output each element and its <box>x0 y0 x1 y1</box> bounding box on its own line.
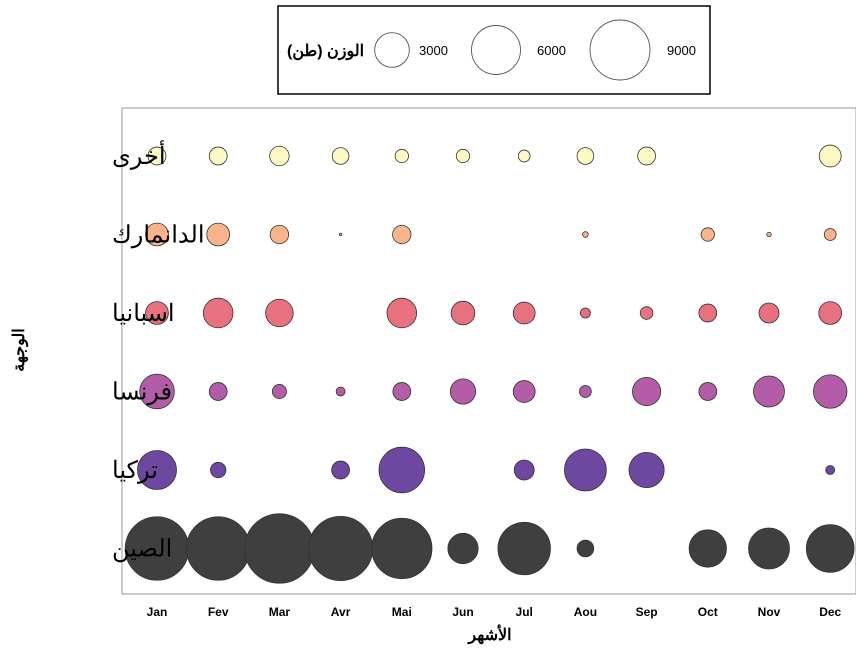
bubble-fev-row4 <box>210 461 227 479</box>
bubble-aou-row4 <box>564 448 607 492</box>
bubble-sep-row2 <box>639 306 654 320</box>
x-tick-label-mar: Mar <box>269 605 291 619</box>
x-tick-label-nov: Nov <box>758 605 781 619</box>
bubble-dec-row2 <box>818 301 843 325</box>
x-tick-label-sep: Sep <box>636 605 658 619</box>
bubble-oct-row3 <box>698 382 718 401</box>
legend-box <box>277 5 711 95</box>
bubble-oct-row1 <box>700 227 715 242</box>
bubble-jan-row4 <box>137 450 177 490</box>
x-tick-label-avr: Avr <box>331 605 351 619</box>
y-axis-label: الوجهة <box>11 328 29 371</box>
bubble-jan-row0 <box>147 146 167 166</box>
bubble-oct-row2 <box>698 303 718 323</box>
bubble-jul-row5 <box>497 521 551 576</box>
x-tick-label-mai: Mai <box>392 605 412 619</box>
bubble-aou-row5 <box>576 539 595 558</box>
bubble-layer <box>124 144 855 584</box>
y-tick-label: فرنسا <box>112 379 172 406</box>
bubble-mar-row1 <box>269 224 290 245</box>
plot-panel <box>121 107 856 595</box>
bubble-mai-row5 <box>371 517 433 580</box>
bubble-dec-row1 <box>823 228 837 241</box>
bubble-aou-row0 <box>576 147 595 165</box>
bubble-nov-row1 <box>766 231 772 238</box>
legend-circle-6000 <box>471 25 521 75</box>
y-tick-label: الصين <box>112 536 172 563</box>
legend-title: الوزن (طن) <box>287 43 364 61</box>
bubble-dec-row5 <box>805 524 855 573</box>
bubble-sep-row3 <box>632 376 662 407</box>
legend-label-6000: 6000 <box>537 43 566 58</box>
legend-label-3000: 3000 <box>419 43 448 58</box>
bubble-mai-row2 <box>386 297 418 329</box>
bubble-fev-row3 <box>208 382 228 401</box>
bubble-aou-row2 <box>580 307 591 319</box>
bubble-fev-row1 <box>206 222 231 247</box>
bubble-avr-row4 <box>331 460 350 480</box>
y-tick-label: أخرى <box>112 139 166 170</box>
x-tick-label-oct: Oct <box>698 605 718 619</box>
y-tick-labels: أخرى الدانمارك اسبانيا فرنسا تركيا الصين <box>112 139 204 563</box>
bubble-sep-row4 <box>628 451 665 489</box>
x-tick-label-fev: Fev <box>208 605 229 619</box>
bubble-jan-row3 <box>139 373 175 410</box>
bubble-jan-row2 <box>145 301 169 325</box>
y-tick-label: اسبانيا <box>112 300 175 327</box>
x-tick-label-jan: Jan <box>147 605 168 619</box>
bubble-nov-row2 <box>758 302 780 324</box>
x-tick-label-jun: Jun <box>452 605 473 619</box>
bubble-mar-row2 <box>265 298 294 328</box>
bubble-fev-row0 <box>208 146 228 166</box>
bubble-mar-row3 <box>271 384 287 399</box>
y-tick-label: الدانمارك <box>112 222 204 249</box>
bubble-aou-row3 <box>579 385 592 398</box>
bubble-avr-row1 <box>338 232 343 237</box>
x-axis-label: الأشهر <box>467 624 511 645</box>
bubble-jul-row2 <box>512 301 536 325</box>
y-tick-label: تركيا <box>112 457 158 484</box>
legend-circle-3000 <box>374 32 410 68</box>
bubble-oct-row5 <box>688 529 727 568</box>
bubble-dec-row4 <box>825 465 836 475</box>
bubble-jun-row2 <box>450 300 476 326</box>
bubble-jun-row0 <box>455 148 471 164</box>
legend-label-9000: 9000 <box>667 43 696 58</box>
bubble-dec-row3 <box>813 374 848 409</box>
x-tick-label-aou: Aou <box>574 605 597 619</box>
bubble-nov-row3 <box>753 375 785 408</box>
bubble-mai-row1 <box>392 224 412 245</box>
bubble-avr-row0 <box>331 147 350 165</box>
bubble-avr-row5 <box>308 516 374 581</box>
bubble-mar-row5 <box>244 513 315 584</box>
bubble-mar-row0 <box>269 145 290 167</box>
bubble-dec-row0 <box>818 144 842 168</box>
bubble-jan-row1 <box>145 222 169 247</box>
size-legend: الوزن (طن) 3000 6000 9000 <box>277 5 711 95</box>
bubble-jun-row3 <box>449 378 477 405</box>
bubble-fev-row5 <box>186 516 251 581</box>
bubble-mai-row0 <box>394 148 409 164</box>
x-tick-labels: Jan Fev Mar Avr Mai Jun Jul Aou Sep Oct Nov Dec <box>147 605 842 619</box>
bubble-mai-row4 <box>378 446 426 494</box>
x-tick-label-jul: Jul <box>516 605 533 619</box>
bubble-nov-row5 <box>748 527 790 570</box>
bubble-jul-row0 <box>517 149 531 163</box>
legend-circle-9000 <box>589 19 651 81</box>
bubble-fev-row2 <box>202 297 234 329</box>
bubble-mai-row3 <box>392 382 412 401</box>
bubble-jul-row4 <box>513 459 535 481</box>
bubble-avr-row3 <box>335 386 346 397</box>
bubble-jul-row3 <box>512 380 536 403</box>
bubble-jun-row5 <box>447 532 479 565</box>
bubble-sep-row0 <box>637 146 656 166</box>
bubble-aou-row1 <box>582 231 589 238</box>
x-tick-label-dec: Dec <box>819 605 841 619</box>
